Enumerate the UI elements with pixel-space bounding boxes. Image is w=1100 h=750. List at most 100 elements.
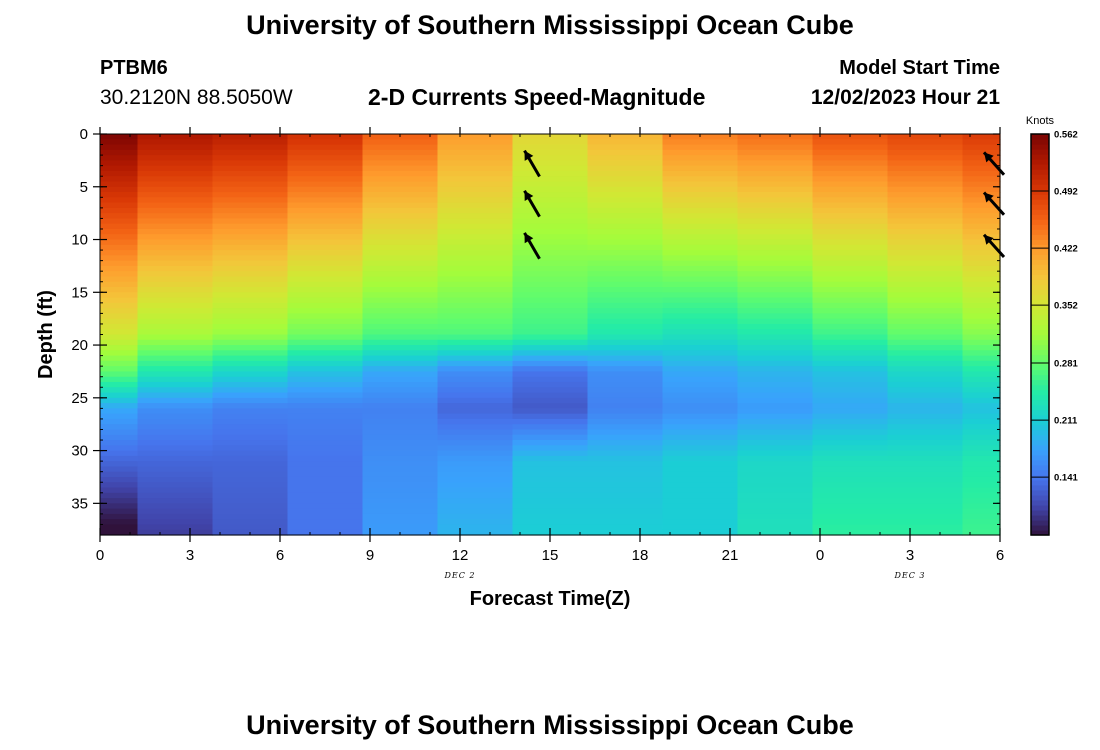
y-tick-label: 20 — [71, 337, 88, 354]
heatmap-cell — [437, 213, 514, 220]
heatmap-cell — [587, 508, 664, 515]
heatmap-cell — [737, 450, 814, 457]
colorbar-segment — [1031, 194, 1049, 200]
heatmap-cell — [100, 350, 139, 357]
heatmap-cell — [212, 223, 289, 230]
heatmap-cell — [737, 160, 814, 167]
heatmap-cell — [812, 165, 889, 172]
heatmap-cell — [137, 276, 214, 283]
colorbar-segment — [1031, 509, 1049, 516]
heatmap-cell — [587, 292, 664, 299]
colorbar-segment — [1031, 244, 1049, 250]
heatmap-cell — [512, 260, 589, 267]
heatmap-cell — [137, 508, 214, 515]
heatmap-cell — [662, 287, 739, 293]
heatmap-cell — [437, 244, 514, 251]
heatmap-cell — [662, 192, 739, 198]
heatmap-cell — [137, 223, 214, 230]
heatmap-cell — [587, 271, 664, 278]
heatmap-cell — [587, 281, 664, 288]
heatmap-cell — [287, 508, 364, 515]
heatmap-cell — [587, 213, 664, 220]
heatmap-cell — [362, 218, 439, 225]
heatmap-cell — [437, 355, 514, 362]
heatmap-cell — [812, 202, 889, 209]
heatmap-cell — [137, 207, 214, 214]
heatmap-cell — [887, 287, 964, 293]
heatmap-cell — [512, 265, 589, 272]
heatmap-cell — [812, 482, 889, 489]
heatmap-cell — [100, 287, 139, 293]
heatmap-cell — [587, 287, 664, 293]
heatmap-cell — [887, 440, 964, 446]
heatmap-cell — [812, 255, 889, 262]
heatmap-cell — [362, 323, 439, 330]
colorbar-segment — [1031, 374, 1049, 381]
heatmap-cell — [587, 345, 664, 351]
heatmap-cell — [962, 318, 1001, 325]
heatmap-cell — [812, 287, 889, 293]
heatmap-cell — [100, 376, 139, 383]
heatmap-cell — [437, 318, 514, 325]
heatmap-cell — [812, 450, 889, 457]
heatmap-cell — [137, 250, 214, 256]
x-tick-label: 9 — [366, 547, 374, 564]
heatmap-cell — [587, 260, 664, 267]
heatmap-cell — [512, 455, 589, 462]
heatmap-cell — [137, 371, 214, 378]
heatmap-cell — [512, 313, 589, 320]
heatmap-cell — [737, 308, 814, 314]
heatmap-cell — [662, 207, 739, 214]
heatmap-cell — [662, 339, 739, 346]
heatmap-cell — [100, 503, 139, 510]
heatmap-cell — [512, 360, 589, 367]
heatmap-cell — [737, 429, 814, 436]
heatmap-cell — [887, 529, 964, 536]
heatmap-cell — [737, 519, 814, 526]
heatmap-cell — [962, 139, 1001, 146]
heatmap-cell — [662, 366, 739, 373]
heatmap-cell — [512, 403, 589, 409]
heatmap-cell — [512, 149, 589, 156]
heatmap-cell — [287, 450, 364, 457]
heatmap-cell — [887, 476, 964, 483]
heatmap-cell — [662, 429, 739, 436]
heatmap-cell — [362, 440, 439, 446]
heatmap-cell — [737, 418, 814, 425]
heatmap-cell — [737, 403, 814, 409]
colorbar-segment — [1031, 439, 1049, 446]
colorbar-segment — [1031, 234, 1049, 240]
heatmap-cell — [812, 513, 889, 520]
heatmap-cell — [662, 260, 739, 267]
heatmap-cell — [212, 381, 289, 388]
heatmap-cell — [737, 181, 814, 188]
heatmap-cell — [812, 461, 889, 468]
heatmap-cell — [737, 287, 814, 293]
heatmap-cell — [962, 429, 1001, 436]
heatmap-cell — [437, 170, 514, 177]
heatmap-cell — [137, 424, 214, 431]
heatmap-cell — [212, 355, 289, 362]
heatmap-cell — [137, 323, 214, 330]
heatmap-cell — [100, 313, 139, 320]
heatmap-cell — [287, 498, 364, 504]
heatmap-cell — [737, 186, 814, 193]
heatmap-cell — [587, 149, 664, 156]
heatmap-cell — [362, 450, 439, 457]
heatmap-cell — [962, 498, 1001, 504]
heatmap-cell — [437, 323, 514, 330]
heatmap-cell — [362, 308, 439, 314]
heatmap-cell — [212, 255, 289, 262]
heatmap-cell — [137, 271, 214, 278]
heatmap-cell — [437, 207, 514, 214]
heatmap-cell — [512, 297, 589, 304]
heatmap-cell — [212, 260, 289, 267]
heatmap-cell — [887, 197, 964, 204]
heatmap-cell — [287, 413, 364, 420]
heatmap-cell — [362, 461, 439, 468]
heatmap-cell — [962, 223, 1001, 230]
heatmap-cell — [212, 329, 289, 336]
heatmap-cell — [437, 461, 514, 468]
heatmap-cell — [512, 376, 589, 383]
heatmap-cell — [737, 276, 814, 283]
